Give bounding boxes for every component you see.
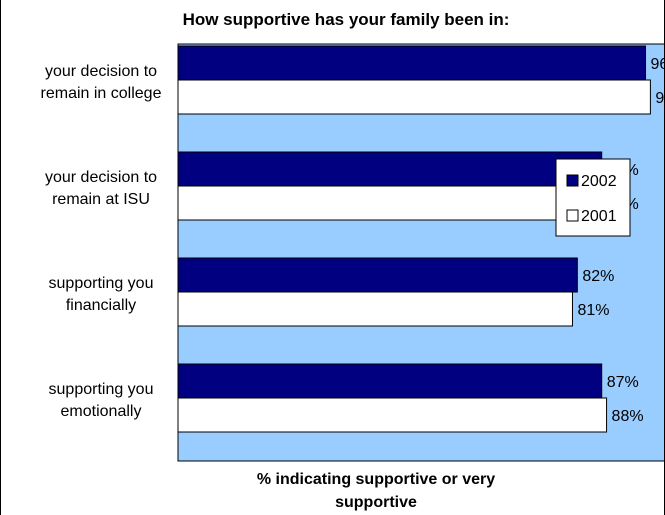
x-axis-label: % indicating supportive or very supportiv…	[257, 471, 495, 511]
x-axis-label-line-2: supportive	[335, 494, 417, 511]
data-label-2002-3: 87%	[607, 374, 639, 391]
data-label-2002-0: 96%	[651, 56, 665, 73]
data-label-2001-2: 81%	[577, 302, 609, 319]
category-label-1-line-1: remain at ISU	[52, 191, 150, 208]
bar-2002-2	[177, 257, 578, 293]
category-label-0-line-1: remain in college	[41, 85, 162, 102]
legend: 2002 2001	[555, 158, 631, 237]
category-label-2-line-0: supporting you	[49, 275, 154, 292]
category-label-1-line-0: your decision to	[45, 169, 157, 186]
category-label-3-line-0: supporting you	[49, 381, 154, 398]
chart-title: How supportive has your family been in:	[183, 10, 510, 29]
x-axis-label-line-1: % indicating supportive or very	[257, 471, 495, 488]
bars-group: 96%87%82%87%97%87%81%88%	[177, 45, 665, 433]
bar-2001-2	[177, 291, 573, 327]
category-label-2-line-1: financially	[66, 297, 136, 314]
bar-2001-3	[177, 397, 608, 433]
data-label-2001-0: 97%	[655, 90, 665, 107]
legend-swatch-2002	[566, 174, 579, 187]
bar-2001-1	[177, 185, 603, 221]
bar-2002-1	[177, 151, 603, 187]
bar-2002-0	[177, 45, 647, 81]
bar-2002-3	[177, 363, 603, 399]
category-label-3-line-1: emotionally	[61, 403, 142, 420]
legend-label-2001: 2001	[581, 208, 617, 225]
legend-swatch-2001	[566, 209, 579, 222]
category-label-0-line-0: your decision to	[45, 63, 157, 80]
data-label-2002-2: 82%	[582, 268, 614, 285]
data-label-2001-3: 88%	[612, 408, 644, 425]
category-labels: your decision to remain in college your de…	[41, 63, 162, 420]
legend-label-2002: 2002	[581, 173, 617, 190]
bar-2001-0	[177, 79, 651, 115]
legend-box	[555, 158, 631, 237]
